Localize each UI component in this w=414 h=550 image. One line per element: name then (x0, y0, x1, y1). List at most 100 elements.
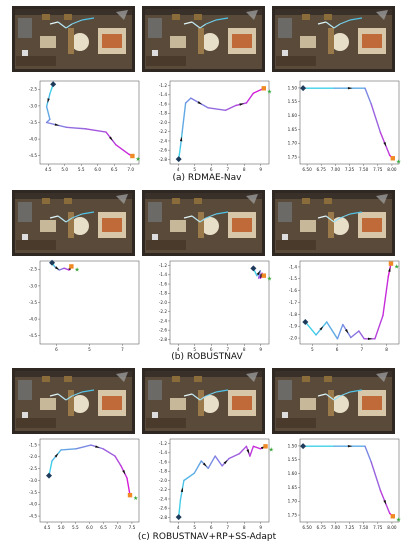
goal-star-icon: ★ (267, 276, 272, 283)
table-icon (201, 395, 219, 413)
couch-icon (148, 18, 162, 38)
y-tick-label: -3.5 (29, 120, 38, 125)
y-tick-label: -1.9 (289, 324, 298, 329)
y-tick-label: 1.75 (288, 154, 298, 159)
x-tick-label: 7.50 (359, 167, 369, 172)
y-tick-label: -1.4 (159, 92, 168, 97)
y-tick-label: -2.6 (159, 506, 168, 511)
agent-end-marker (127, 492, 133, 498)
desk-icon (40, 36, 56, 48)
agent-start-marker (250, 265, 257, 272)
trajectory-segment (249, 445, 255, 457)
y-tick-label: -3.5 (29, 490, 38, 495)
x-tick-label: 4 (177, 167, 180, 172)
plot-frame (169, 260, 270, 345)
x-tick-label: 7 (226, 167, 229, 172)
x-tick-label: 6.75 (317, 525, 327, 530)
agent-start-marker (300, 443, 307, 450)
direction-arrow (383, 142, 387, 147)
direction-arrow (344, 329, 349, 334)
y-tick-label: -2.2 (159, 309, 168, 314)
y-tick-label: -1.4 (159, 272, 168, 277)
x-tick-label: 7.25 (345, 167, 355, 172)
x-tick-label: 6 (336, 347, 339, 352)
x-tick-label: 5.0 (61, 167, 68, 172)
couch-icon (278, 380, 292, 400)
agent-start-marker (50, 81, 57, 88)
x-tick-label: 6.75 (317, 167, 327, 172)
x-tick-label: 7.00 (331, 525, 341, 530)
couch-icon (18, 380, 32, 400)
room-view-c-1 (12, 368, 135, 434)
y-tick-label: -2.5 (29, 466, 38, 471)
caption-a: (a) RDMAE-Nav (172, 173, 242, 183)
x-tick-label: 6.0 (86, 525, 93, 530)
x-tick-label: 4.5 (45, 167, 52, 172)
direction-arrow (388, 267, 391, 272)
x-tick-label: 5.0 (58, 525, 65, 530)
x-tick-label: 8 (243, 525, 246, 530)
goal-star-icon: ★ (394, 264, 399, 271)
x-tick-label: 6 (210, 167, 213, 172)
plot-frame (299, 438, 400, 523)
room-view-b-2 (142, 190, 265, 256)
x-tick-label: 4 (177, 525, 180, 530)
x-tick-label: 6 (210, 525, 213, 530)
trajectory-segment (350, 330, 360, 339)
x-tick-label: 7.0 (127, 167, 134, 172)
desk-icon (40, 398, 56, 410)
trajectory-segment (252, 445, 262, 450)
trajectory-plot-c-1: 4.5 5.0 5.5 6.0 6.5 7.0 7.5 -1.5 -2.0 -2.5 -3.0 -3.… (22, 434, 145, 534)
y-tick-label: 1.70 (288, 141, 298, 146)
y-tick-label: -2.5 (29, 87, 38, 92)
direction-arrow (122, 469, 126, 475)
desk-icon (170, 398, 186, 410)
x-tick-label: 8.00 (387, 167, 397, 172)
table-icon (71, 217, 89, 235)
direction-arrow (54, 266, 60, 271)
trajectory-segment (245, 92, 255, 104)
direction-arrow (180, 487, 184, 493)
trajectory-plot-c-2: 4 5 6 7 8 9 -1.2 -1.4 -1.6 -1.8 -2.0 -2.2 -2.4 -2.6 -2… (152, 434, 275, 534)
goal-star-icon: ★ (269, 446, 274, 453)
y-tick-label: -3.0 (29, 478, 38, 483)
x-tick-label: 7.5 (129, 525, 136, 530)
trajectory-segment (193, 460, 202, 474)
y-tick-label: -2.0 (159, 300, 168, 305)
y-tick-label: -1.5 (29, 442, 38, 447)
y-tick-label: -1.4 (289, 264, 298, 269)
goal-star-icon: ★ (396, 158, 401, 165)
x-tick-label: 9 (259, 525, 262, 530)
direction-arrow (54, 123, 60, 126)
direction-arrow (109, 136, 113, 141)
agent-end-marker (388, 261, 394, 266)
y-tick-label: -1.6 (159, 101, 168, 106)
agent-start-marker (300, 85, 307, 92)
x-tick-label: 6.50 (302, 167, 312, 172)
y-tick-label: -3.0 (29, 283, 38, 288)
x-tick-label: 5 (311, 347, 314, 352)
agent-end-marker (261, 86, 266, 91)
direction-arrow (223, 460, 228, 465)
table-icon (201, 217, 219, 235)
y-tick-label: 1.60 (288, 471, 298, 476)
trajectory-plot-b-1: 6 5 7 -2.5 -3.0 -3.5 -4.0 -4.5 ★ (22, 256, 145, 356)
x-tick-label: 5.5 (78, 167, 85, 172)
desk-icon (300, 398, 316, 410)
trajectory-plot-b-2: 4 5 6 7 8 9 -1.2 -1.4 -1.6 -1.8 -2.0 -2.2 -2.4 -2.6 -2… (152, 256, 275, 356)
x-tick-label: 6.0 (94, 167, 101, 172)
trajectory-segment (374, 314, 384, 340)
room-view-a-1 (12, 6, 135, 72)
direction-arrow (256, 270, 261, 276)
x-tick-label: 6.5 (111, 167, 118, 172)
room-view-b-3 (272, 190, 395, 256)
direction-arrow (95, 445, 100, 448)
trajectory-segment (85, 128, 107, 133)
x-tick-label: 8 (243, 167, 246, 172)
plot-frame (39, 438, 140, 523)
y-tick-label: 1.50 (288, 443, 298, 448)
y-tick-label: -2.0 (29, 454, 38, 459)
trajectory-plot-a-2: 4 5 6 7 8 9 -1.2 -1.4 -1.6 -1.8 -2.0 -2.2 -2.4 -2.6 -2… (152, 76, 275, 176)
agent-start-marker (175, 514, 182, 521)
x-tick-label: 7.25 (345, 525, 355, 530)
